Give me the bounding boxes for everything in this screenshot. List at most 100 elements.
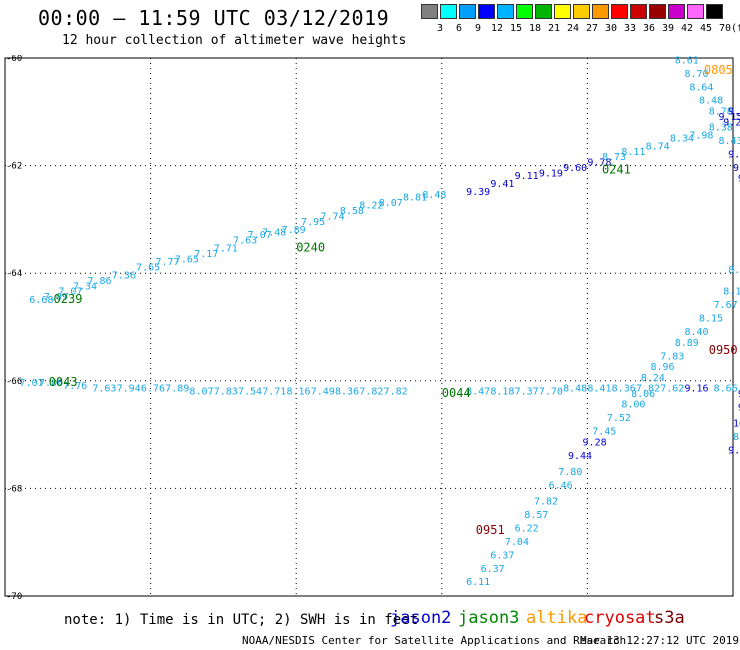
swh-value: 7.89 xyxy=(282,225,306,236)
swh-value: 8.81 xyxy=(403,193,427,204)
legend-tick: 6 xyxy=(455,23,463,34)
swh-value: 7.17 xyxy=(194,249,218,260)
pass-time-label: 0240 xyxy=(296,241,325,255)
swh-value: 7.82 xyxy=(534,497,558,508)
swh-value: 7.94 xyxy=(117,384,141,395)
y-tick-label: -66 xyxy=(6,377,22,387)
legend-swatch xyxy=(478,4,495,19)
swh-value: 7.34 xyxy=(73,281,97,292)
swh-value: 8.73 xyxy=(602,152,626,163)
swh-value: 7.62 xyxy=(660,384,684,395)
swh-value: 8.47 xyxy=(466,386,490,397)
swh-value: 7.83 xyxy=(660,351,684,362)
swh-value: 7.07 xyxy=(248,230,272,241)
swh-value: 9.04 xyxy=(738,389,740,400)
swh-value: 7.89 xyxy=(165,384,189,395)
swh-value: 9.04 xyxy=(733,163,740,174)
swh-value: 8.11 xyxy=(621,147,645,158)
legend-tick: 3 xyxy=(436,23,444,34)
legend-swatch xyxy=(592,4,609,19)
swh-value: 8.06 xyxy=(631,389,655,400)
swh-value: 9.60 xyxy=(563,163,587,174)
y-tick-label: -68 xyxy=(6,484,22,494)
swh-value: 6.37 xyxy=(481,564,505,575)
swh-value: 8.16 xyxy=(286,386,310,397)
legend-tick: 45 xyxy=(699,23,713,34)
swh-value: 9.78 xyxy=(587,158,611,169)
swh-value: 6.11 xyxy=(466,577,490,588)
swh-value: 7.48 xyxy=(262,228,286,239)
swh-value: 9.44 xyxy=(568,451,592,462)
swh-value: 8.18 xyxy=(490,386,514,397)
swh-value: 8.36 xyxy=(335,386,359,397)
swh-value: 7.07 xyxy=(20,378,44,389)
swh-value: 7.82 xyxy=(636,384,660,395)
swh-value: 8.78 xyxy=(709,106,733,117)
swh-value: 7.63 xyxy=(233,236,257,247)
legend-tick: 70 xyxy=(718,23,732,34)
swh-value: 8.36 xyxy=(612,384,636,395)
satellite-jason3: jason3 xyxy=(458,608,520,628)
swh-value: 7.70 xyxy=(539,386,563,397)
swh-value: 8.15 xyxy=(699,314,723,325)
swh-value: 8.64 xyxy=(689,82,713,93)
swh-value: 7.37 xyxy=(515,386,539,397)
swh-value: 8.22 xyxy=(359,201,383,212)
swh-value: 9.08 xyxy=(738,174,740,185)
swh-value: 6.22 xyxy=(515,523,539,534)
swh-value: 8.11 xyxy=(723,287,740,298)
legend-tick: 33 xyxy=(623,23,637,34)
swh-value: 9.69 xyxy=(728,445,740,456)
swh-value: 7.83 xyxy=(214,386,238,397)
legend-tick: 21 xyxy=(547,23,561,34)
y-tick-label: -70 xyxy=(6,592,22,599)
swh-value: 10.04 xyxy=(733,419,740,430)
legend-swatch xyxy=(706,4,723,19)
swh-value: 9.15 xyxy=(718,112,740,123)
swh-value: 7.54 xyxy=(238,386,262,397)
legend-swatch xyxy=(649,4,666,19)
y-tick-label: -62 xyxy=(6,162,22,172)
satellite-jason2: jason2 xyxy=(390,608,452,628)
swh-value: 8.24 xyxy=(641,373,665,384)
swh-value: 7.67 xyxy=(714,300,738,311)
swh-value: 9.19 xyxy=(728,150,740,161)
swh-value: 8.48 xyxy=(563,384,587,395)
swh-value: 9.38 xyxy=(728,106,740,117)
swh-value: 8.70 xyxy=(684,69,708,80)
swh-value: 8.57 xyxy=(524,510,548,521)
legend-swatch xyxy=(459,4,476,19)
swh-value: 9.39 xyxy=(466,187,490,198)
swh-value: 8.41 xyxy=(587,384,611,395)
legend-swatch xyxy=(687,4,704,19)
legend-tick: 42 xyxy=(680,23,694,34)
swh-value: 7.45 xyxy=(592,427,616,438)
legend-swatch xyxy=(611,4,628,19)
swh-value: 8.58 xyxy=(340,206,364,217)
swh-value: 9.28 xyxy=(583,437,607,448)
swh-value: 7.49 xyxy=(311,386,335,397)
swh-value: 7.76 xyxy=(63,381,87,392)
swh-value: 8.96 xyxy=(650,362,674,373)
legend-unit: (ft) xyxy=(730,23,740,34)
map-subtitle: 12 hour collection of altimeter wave hei… xyxy=(62,33,407,48)
swh-value: 6.46 xyxy=(549,480,573,491)
swh-value: 9.41 xyxy=(490,179,514,190)
plot-frame xyxy=(4,57,734,597)
swh-value: 8.74 xyxy=(646,141,670,152)
legend-tick: 12 xyxy=(490,23,504,34)
swh-value: 8.43 xyxy=(718,136,740,147)
swh-value: 8.66 xyxy=(714,384,738,395)
pass-time-label: 0805 xyxy=(704,63,733,77)
legend-swatch xyxy=(497,4,514,19)
legend-swatch xyxy=(573,4,590,19)
swh-value: 8.07 xyxy=(379,198,403,209)
swh-value: 7.65 xyxy=(175,254,199,265)
swh-value: 7.95 xyxy=(301,217,325,228)
legend-swatch xyxy=(440,4,457,19)
swh-value: 7.09 xyxy=(44,292,68,303)
legend-tick: 39 xyxy=(661,23,675,34)
swh-value: 9.19 xyxy=(539,168,563,179)
satellite-cryosat: cryosat xyxy=(584,608,656,628)
swh-value: 8.00 xyxy=(621,400,645,411)
